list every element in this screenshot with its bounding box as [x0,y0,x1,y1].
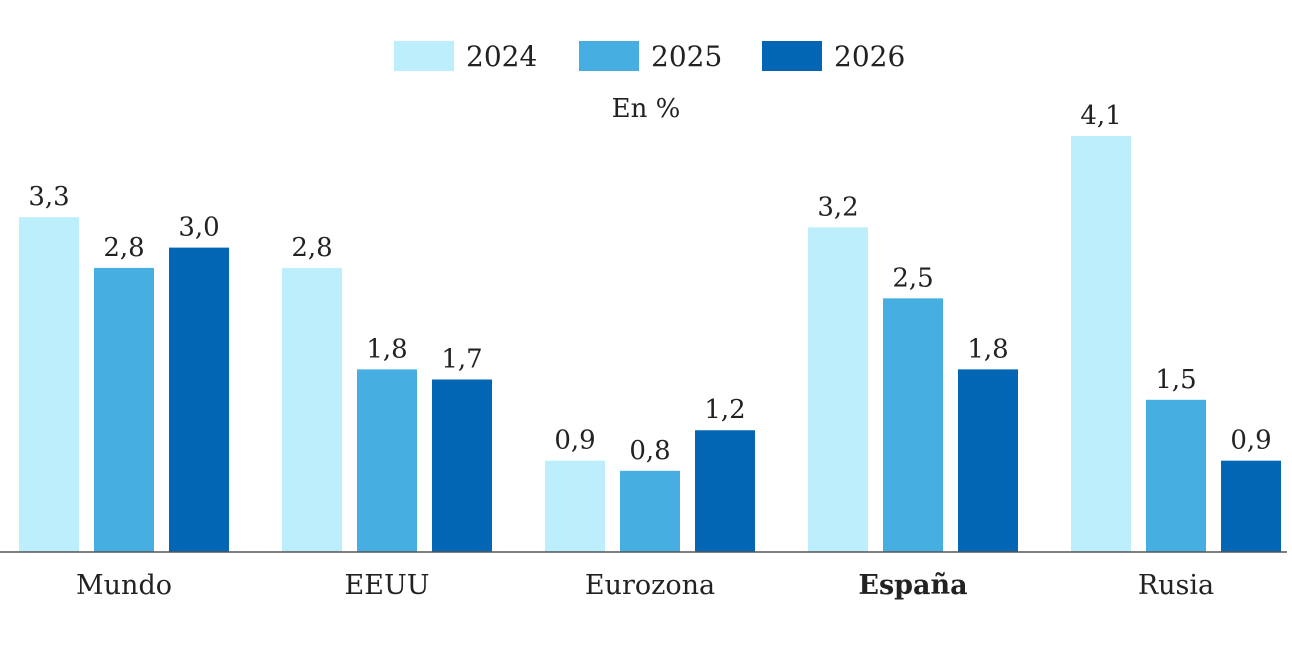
bar-espana-2026 [958,369,1018,552]
x-axis-tick-labels: Mundo EEUU Eurozona España Rusia [76,570,1214,601]
data-label-eurozona-2024: 0,9 [554,426,595,456]
legend-swatch-2025 [579,41,639,71]
data-label-mundo-2026: 3,0 [178,213,219,243]
bar-mundo-2026 [169,247,229,553]
data-label-eurozona-2026: 1,2 [704,395,745,425]
bar-eeuu-2024 [282,267,342,552]
bars [19,136,1281,553]
data-label-espana-2026: 1,8 [967,334,1008,364]
bar-eeuu-2025 [357,369,417,552]
data-label-eeuu-2025: 1,8 [366,334,407,364]
legend-swatch-2024 [394,41,454,71]
chart-subtitle: En % [612,94,681,124]
data-label-mundo-2025: 2,8 [103,233,144,263]
tick-label-eeuu: EEUU [345,570,430,601]
tick-label-eurozona: Eurozona [585,570,715,601]
bar-eeuu-2026 [432,379,492,552]
bar-rusia-2026 [1221,460,1281,552]
bar-eurozona-2026 [695,430,755,552]
legend-label-2024: 2024 [466,40,537,73]
data-label-eeuu-2024: 2,8 [291,233,332,263]
bar-rusia-2025 [1146,399,1206,552]
data-label-rusia-2026: 0,9 [1230,426,1271,456]
legend-label-2026: 2026 [834,40,905,73]
data-labels: 3,3 2,8 3,0 2,8 1,8 1,7 0,9 0,8 1,2 3,2 2,5 1,8 4,1 1… [28,101,1271,466]
legend-label-2025: 2025 [651,40,722,73]
legend-swatch-2026 [762,41,822,71]
tick-label-rusia: Rusia [1138,570,1214,601]
data-label-eeuu-2026: 1,7 [441,345,482,375]
bar-mundo-2024 [19,217,79,553]
tick-label-espana: España [858,570,967,601]
bar-mundo-2025 [94,267,154,552]
data-label-eurozona-2025: 0,8 [629,436,670,466]
tick-label-mundo: Mundo [76,570,172,601]
bar-espana-2024 [808,227,868,552]
data-label-rusia-2024: 4,1 [1080,101,1121,131]
legend: 2024 2025 2026 [394,40,905,73]
data-label-mundo-2024: 3,3 [28,182,69,212]
data-label-espana-2025: 2,5 [892,263,933,293]
data-label-rusia-2025: 1,5 [1155,365,1196,395]
data-label-espana-2024: 3,2 [817,192,858,222]
bar-rusia-2024 [1071,136,1131,552]
bar-eurozona-2025 [620,470,680,552]
bar-eurozona-2024 [545,460,605,552]
bar-espana-2025 [883,298,943,552]
